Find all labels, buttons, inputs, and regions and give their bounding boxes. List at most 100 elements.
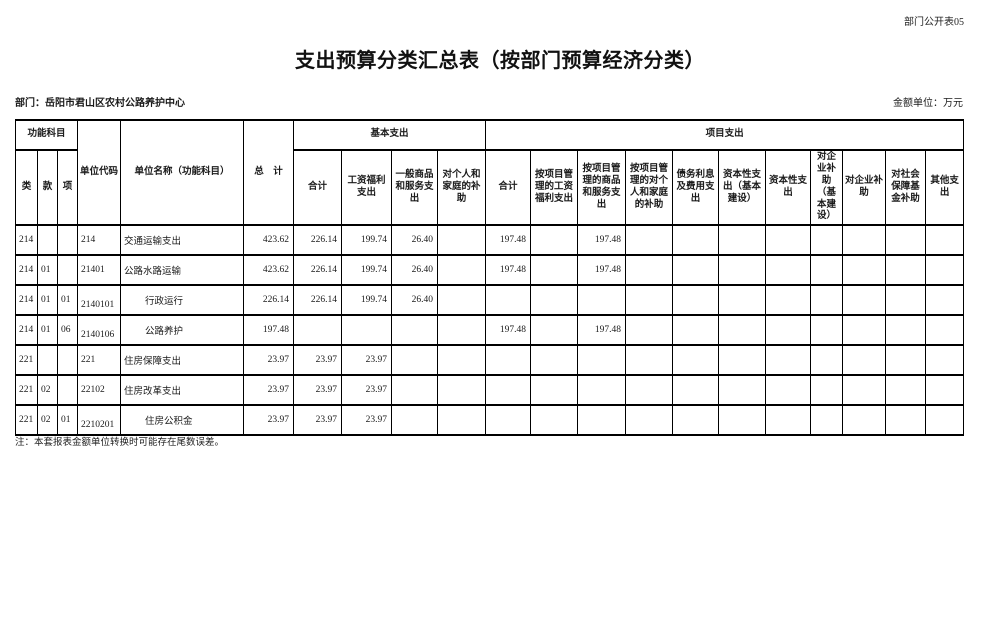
cell-amount xyxy=(810,344,844,377)
cell-amount xyxy=(885,224,927,257)
cell-class: 221 xyxy=(15,404,38,437)
cell-amount xyxy=(765,284,812,317)
cell-amount: 23.97 xyxy=(341,404,393,437)
cell-unit-code: 2210201 xyxy=(77,404,122,437)
cell-amount: 423.62 xyxy=(243,254,295,287)
cell-amount: 23.97 xyxy=(293,374,343,407)
cell-item xyxy=(56,224,79,257)
header-basic-col: 对个人和家庭的补助 xyxy=(437,148,487,227)
header-basic-col: 工资福利支出 xyxy=(341,148,393,227)
cell-amount xyxy=(485,374,532,407)
cell-amount: 226.14 xyxy=(243,284,295,317)
cell-amount xyxy=(437,254,487,287)
doc-code-label: 部门公开表05 xyxy=(904,17,964,28)
cell-amount xyxy=(885,254,927,287)
header-item: 项 xyxy=(56,148,79,227)
cell-class: 214 xyxy=(15,254,38,287)
cell-amount xyxy=(765,344,812,377)
header-project-col: 对企业补助 xyxy=(842,148,887,227)
cell-amount xyxy=(885,314,927,347)
cell-amount xyxy=(810,314,844,347)
cell-amount: 226.14 xyxy=(293,254,343,287)
cell-amount: 226.14 xyxy=(293,284,343,317)
cell-amount xyxy=(672,344,720,377)
table-row: 214 01 06 2140106 公路养护 197.48 197.48 197.48 xyxy=(15,314,965,347)
cell-amount xyxy=(437,314,487,347)
cell-unit-name: 行政运行 xyxy=(120,284,245,317)
cell-amount xyxy=(672,314,720,347)
cell-amount: 199.74 xyxy=(341,284,393,317)
cell-amount: 23.97 xyxy=(243,374,295,407)
header-project-col: 按项目管理的商品和服务支出 xyxy=(577,148,627,227)
cell-amount xyxy=(925,344,965,377)
cell-class: 221 xyxy=(15,344,38,377)
cell-amount xyxy=(577,284,627,317)
header-unit-name: 单位名称（功能科目） xyxy=(120,118,245,227)
cell-class: 221 xyxy=(15,374,38,407)
cell-unit-name: 住房保障支出 xyxy=(120,344,245,377)
cell-amount: 199.74 xyxy=(341,224,393,257)
cell-amount xyxy=(577,404,627,437)
cell-amount xyxy=(672,374,720,407)
cell-amount xyxy=(530,284,579,317)
cell-section xyxy=(37,344,58,377)
cell-amount: 197.48 xyxy=(485,254,532,287)
cell-amount xyxy=(437,374,487,407)
cell-item: 01 xyxy=(56,284,79,317)
cell-amount xyxy=(765,254,812,287)
cell-section: 02 xyxy=(37,374,58,407)
cell-unit-name: 公路养护 xyxy=(120,314,245,347)
cell-amount: 197.48 xyxy=(485,224,532,257)
cell-amount xyxy=(925,284,965,317)
cell-unit-code: 214 xyxy=(77,224,122,257)
header-project-col: 对企业补助（基本建设） xyxy=(810,148,844,227)
header-func-group: 功能科目 xyxy=(14,119,79,151)
cell-amount xyxy=(842,254,887,287)
cell-amount xyxy=(672,284,720,317)
header-project-col: 按项目管理的对个人和家庭的补助 xyxy=(625,148,674,227)
cell-amount xyxy=(530,374,579,407)
cell-amount xyxy=(842,404,887,437)
cell-amount xyxy=(885,374,927,407)
cell-amount xyxy=(718,374,767,407)
cell-section: 01 xyxy=(37,284,58,317)
header-project-col: 合计 xyxy=(485,148,532,227)
cell-amount: 199.74 xyxy=(341,254,393,287)
cell-amount: 197.48 xyxy=(577,254,627,287)
cell-item: 01 xyxy=(56,404,79,437)
cell-amount xyxy=(530,254,579,287)
cell-amount xyxy=(625,374,674,407)
cell-amount xyxy=(341,314,393,347)
cell-amount xyxy=(391,404,439,437)
cell-amount xyxy=(485,404,532,437)
cell-unit-code: 22102 xyxy=(77,374,122,407)
header-total: 总 计 xyxy=(243,118,295,227)
cell-amount: 423.62 xyxy=(243,224,295,257)
table-row: 214 01 01 2140101 行政运行 226.14 226.14 199.74 26.4… xyxy=(15,284,965,317)
cell-unit-code: 2140106 xyxy=(77,314,122,347)
cell-amount xyxy=(485,344,532,377)
cell-amount xyxy=(885,344,927,377)
cell-amount xyxy=(718,254,767,287)
cell-amount xyxy=(530,224,579,257)
cell-amount: 23.97 xyxy=(243,344,295,377)
cell-amount: 23.97 xyxy=(243,404,295,437)
page-title: 支出预算分类汇总表（按部门预算经济分类） xyxy=(295,50,705,72)
cell-amount xyxy=(625,344,674,377)
cell-item xyxy=(56,254,79,287)
cell-amount xyxy=(810,284,844,317)
cell-amount xyxy=(391,374,439,407)
cell-amount xyxy=(765,374,812,407)
department-label: 部门：岳阳市君山区农村公路养护中心 xyxy=(15,98,185,109)
cell-amount xyxy=(391,314,439,347)
cell-amount xyxy=(718,314,767,347)
table-row: 221 221 住房保障支出 23.97 23.97 23.97 xyxy=(15,344,965,377)
amount-unit-label: 金额单位：万元 xyxy=(893,98,963,109)
header-project-col: 按项目管理的工资福利支出 xyxy=(530,148,579,227)
cell-class: 214 xyxy=(15,284,38,317)
cell-amount: 26.40 xyxy=(391,254,439,287)
cell-amount xyxy=(625,314,674,347)
table-row: 214 01 21401 公路水路运输 423.62 226.14 199.74 26.40 1… xyxy=(15,254,965,287)
meta-row: 部门：岳阳市君山区农村公路养护中心 金额单位：万元 xyxy=(15,94,963,109)
